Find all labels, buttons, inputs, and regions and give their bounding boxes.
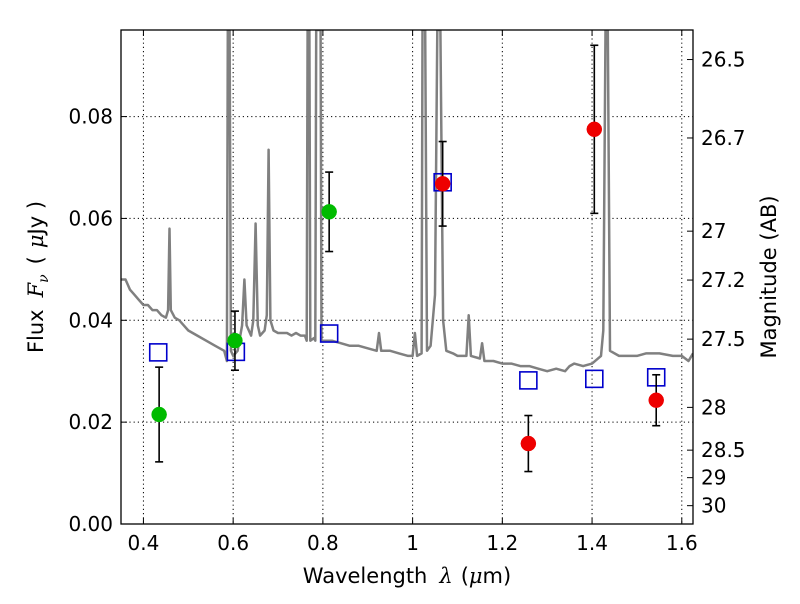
axis-ticks: 0.4 0.6 0.8 1 1.2 1.4 1.6 0.00 0.02 0.04 0.06 0.08 2…: [68, 30, 746, 555]
data-layer: [121, 30, 693, 473]
y-axis-label-text: Flux: [24, 309, 48, 353]
x-axis-label-unit-rest: m): [483, 564, 512, 588]
observed-point-circle: [434, 176, 451, 192]
y-axis-label-subscript: ν: [36, 274, 52, 283]
x-tick-label: 1: [406, 531, 419, 555]
x-tick-label: 1.6: [666, 531, 698, 555]
model-point-square: [519, 371, 538, 390]
x-tick-label: 1.2: [486, 531, 518, 555]
y-tick-label: 0.06: [68, 206, 113, 230]
model-point-square: [585, 369, 604, 389]
model-point-square: [148, 343, 168, 362]
y2-tick-label: 29: [701, 466, 726, 490]
observed-point-circle: [648, 392, 664, 408]
observed-point-circle: [321, 204, 337, 220]
x-axis-label-symbol: λ: [438, 564, 452, 588]
observed-point-circle: [227, 332, 243, 349]
y-axis-label-symbol: F: [24, 281, 48, 298]
observed-point-circle: [151, 406, 167, 423]
observed-point-circle: [520, 435, 537, 452]
y-tick-label: 0.00: [68, 512, 113, 536]
x-axis-label-unit-mu: μ: [469, 564, 483, 588]
y2-tick-label: 27.5: [701, 327, 746, 351]
model-point-square: [319, 324, 339, 343]
observed-point-circle: [586, 121, 603, 138]
y2-tick-label: 26.5: [701, 48, 746, 72]
y-tick-label: 0.08: [68, 105, 113, 129]
plot-frame: [120, 29, 694, 525]
x-tick-label: 0.4: [128, 531, 160, 555]
y-axis-label-unit-open: (: [24, 256, 48, 264]
x-tick-label: 1.4: [576, 531, 608, 555]
y-tick-label: 0.04: [68, 308, 113, 332]
x-tick-label: 0.6: [217, 531, 249, 555]
y2-axis-label: Magnitude (AB): [757, 195, 781, 358]
x-axis-label-text: Wavelength: [303, 564, 428, 588]
y2-tick-label: 28.5: [701, 438, 746, 462]
y-axis-label-unit-rest: Jy ): [24, 201, 48, 237]
y2-tick-label: 30: [701, 494, 726, 518]
x-tick-label: 0.8: [307, 531, 339, 555]
y-axis-label-unit-mu: μ: [24, 234, 48, 248]
x-axis-label-unit-open: (: [461, 564, 469, 588]
y-tick-label: 0.02: [68, 410, 113, 434]
y2-tick-label: 28: [701, 395, 726, 419]
y2-tick-label: 27: [701, 219, 726, 243]
y-axis-label: Flux Fν ( μJy ): [24, 201, 52, 353]
y2-tick-label: 27.2: [701, 268, 746, 292]
y2-tick-label: 26.7: [701, 126, 746, 150]
x-axis-label: Wavelength λ (μm): [303, 564, 511, 588]
